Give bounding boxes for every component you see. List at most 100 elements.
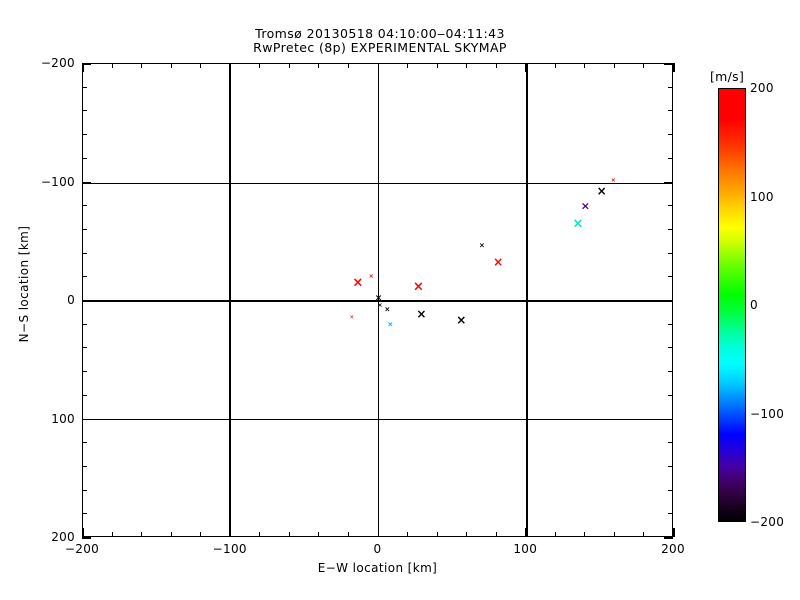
x-tick-top bbox=[318, 63, 320, 68]
gridline-x-plus100 bbox=[526, 64, 528, 536]
y-tick bbox=[82, 418, 91, 420]
x-tick-label: −200 bbox=[64, 542, 100, 556]
colorbar-tick-label: −100 bbox=[750, 406, 785, 421]
y-tick-right bbox=[664, 537, 673, 539]
x-tick-label: −100 bbox=[212, 542, 247, 556]
x-tick bbox=[554, 532, 556, 537]
data-point: × bbox=[572, 216, 584, 232]
y-tick bbox=[82, 228, 87, 230]
y-tick-right bbox=[668, 394, 673, 396]
data-point: × bbox=[387, 320, 394, 329]
x-tick-top bbox=[584, 63, 586, 68]
x-tick bbox=[259, 532, 261, 537]
data-point: × bbox=[478, 241, 485, 250]
chart-title: Tromsø 20130518 04:10:00‒04:11:43 RwPret… bbox=[0, 27, 760, 55]
scatter-plot-area[interactable]: × × × × × × × × × × × × × × × × bbox=[82, 63, 673, 537]
x-tick-top bbox=[200, 63, 202, 68]
x-tick-top bbox=[495, 63, 497, 68]
y-tick-right bbox=[668, 134, 673, 136]
y-tick-label: −100 bbox=[40, 174, 75, 189]
data-point: × bbox=[412, 279, 424, 295]
x-tick-label: 200 bbox=[661, 542, 685, 556]
gridline-y-zero bbox=[83, 300, 672, 302]
y-tick bbox=[82, 134, 87, 136]
x-tick-label: 0 bbox=[373, 542, 382, 556]
y-tick bbox=[82, 276, 87, 278]
x-tick bbox=[584, 532, 586, 537]
x-tick bbox=[673, 528, 675, 537]
y-tick-label: 100 bbox=[51, 411, 75, 426]
y-tick bbox=[82, 300, 91, 302]
data-point: × bbox=[352, 275, 364, 291]
y-tick bbox=[82, 63, 91, 65]
data-point: × bbox=[384, 305, 391, 314]
x-tick bbox=[436, 532, 438, 537]
y-tick-right bbox=[668, 442, 673, 444]
y-tick-right bbox=[668, 252, 673, 254]
x-tick bbox=[347, 532, 349, 537]
y-tick-label: 0 bbox=[67, 293, 75, 307]
x-tick-top bbox=[229, 63, 232, 72]
x-tick bbox=[377, 528, 379, 537]
colorbar-tick-label: 200 bbox=[750, 81, 774, 95]
y-tick-right bbox=[664, 300, 673, 302]
x-tick-top bbox=[82, 63, 84, 72]
y-tick-right bbox=[664, 181, 673, 183]
x-tick-top bbox=[554, 63, 556, 68]
y-tick-right bbox=[664, 418, 673, 420]
gridline-y-plus100 bbox=[83, 182, 672, 184]
data-point: × bbox=[596, 183, 607, 198]
x-tick bbox=[643, 532, 645, 537]
x-tick bbox=[170, 532, 172, 537]
x-tick-top bbox=[436, 63, 438, 68]
x-tick-top bbox=[525, 63, 527, 72]
y-tick bbox=[82, 442, 87, 444]
colorbar-unit-label: [m/s] bbox=[710, 69, 745, 84]
y-tick-right bbox=[668, 323, 673, 325]
x-tick bbox=[141, 532, 143, 537]
y-tick bbox=[82, 394, 87, 396]
y-tick-label: −200 bbox=[40, 56, 75, 70]
y-tick-right bbox=[668, 205, 673, 207]
y-axis-title: N−S location [km] bbox=[17, 225, 31, 343]
y-tick bbox=[82, 157, 87, 159]
data-point: × bbox=[368, 273, 374, 281]
y-tick bbox=[82, 86, 87, 88]
chart-title-line-2: RwPretec (8p) EXPERIMENTAL SKYMAP bbox=[253, 40, 507, 55]
colorbar-tick-label: −200 bbox=[750, 515, 785, 529]
x-tick-top bbox=[407, 63, 409, 68]
y-tick-right bbox=[668, 157, 673, 159]
y-tick-right bbox=[668, 86, 673, 88]
x-tick-top bbox=[673, 63, 675, 72]
x-tick-top bbox=[643, 63, 645, 68]
gridline-x-zero bbox=[377, 64, 380, 536]
x-tick bbox=[288, 532, 290, 537]
y-axis-tick-labels: 200 100 0 −100 −200 bbox=[30, 0, 75, 600]
y-tick-right bbox=[668, 347, 673, 349]
colorbar-tick-label: 0 bbox=[750, 298, 758, 312]
gridline-y-minus100 bbox=[83, 418, 672, 421]
x-tick-top bbox=[466, 63, 468, 68]
x-tick bbox=[613, 532, 615, 537]
x-tick bbox=[200, 532, 202, 537]
chart-title-line-1: Tromsø 20130518 04:10:00‒04:11:43 bbox=[255, 26, 505, 41]
x-axis-title: E−W location [km] bbox=[317, 561, 438, 575]
y-tick bbox=[82, 323, 87, 325]
colorbar[interactable] bbox=[718, 88, 746, 522]
y-tick bbox=[82, 181, 91, 183]
x-tick bbox=[111, 532, 113, 537]
y-tick-right bbox=[668, 276, 673, 278]
x-tick bbox=[495, 532, 497, 537]
y-tick-right bbox=[668, 228, 673, 230]
x-tick bbox=[466, 532, 468, 537]
x-tick-top bbox=[613, 63, 615, 68]
x-tick-top bbox=[377, 63, 379, 72]
y-tick bbox=[82, 537, 91, 539]
x-tick-top bbox=[288, 63, 290, 68]
y-tick-right bbox=[668, 489, 673, 491]
y-tick-right bbox=[668, 513, 673, 515]
y-tick bbox=[82, 347, 87, 349]
y-tick-label: 200 bbox=[51, 530, 75, 544]
y-tick bbox=[82, 513, 87, 515]
y-tick bbox=[82, 465, 87, 467]
